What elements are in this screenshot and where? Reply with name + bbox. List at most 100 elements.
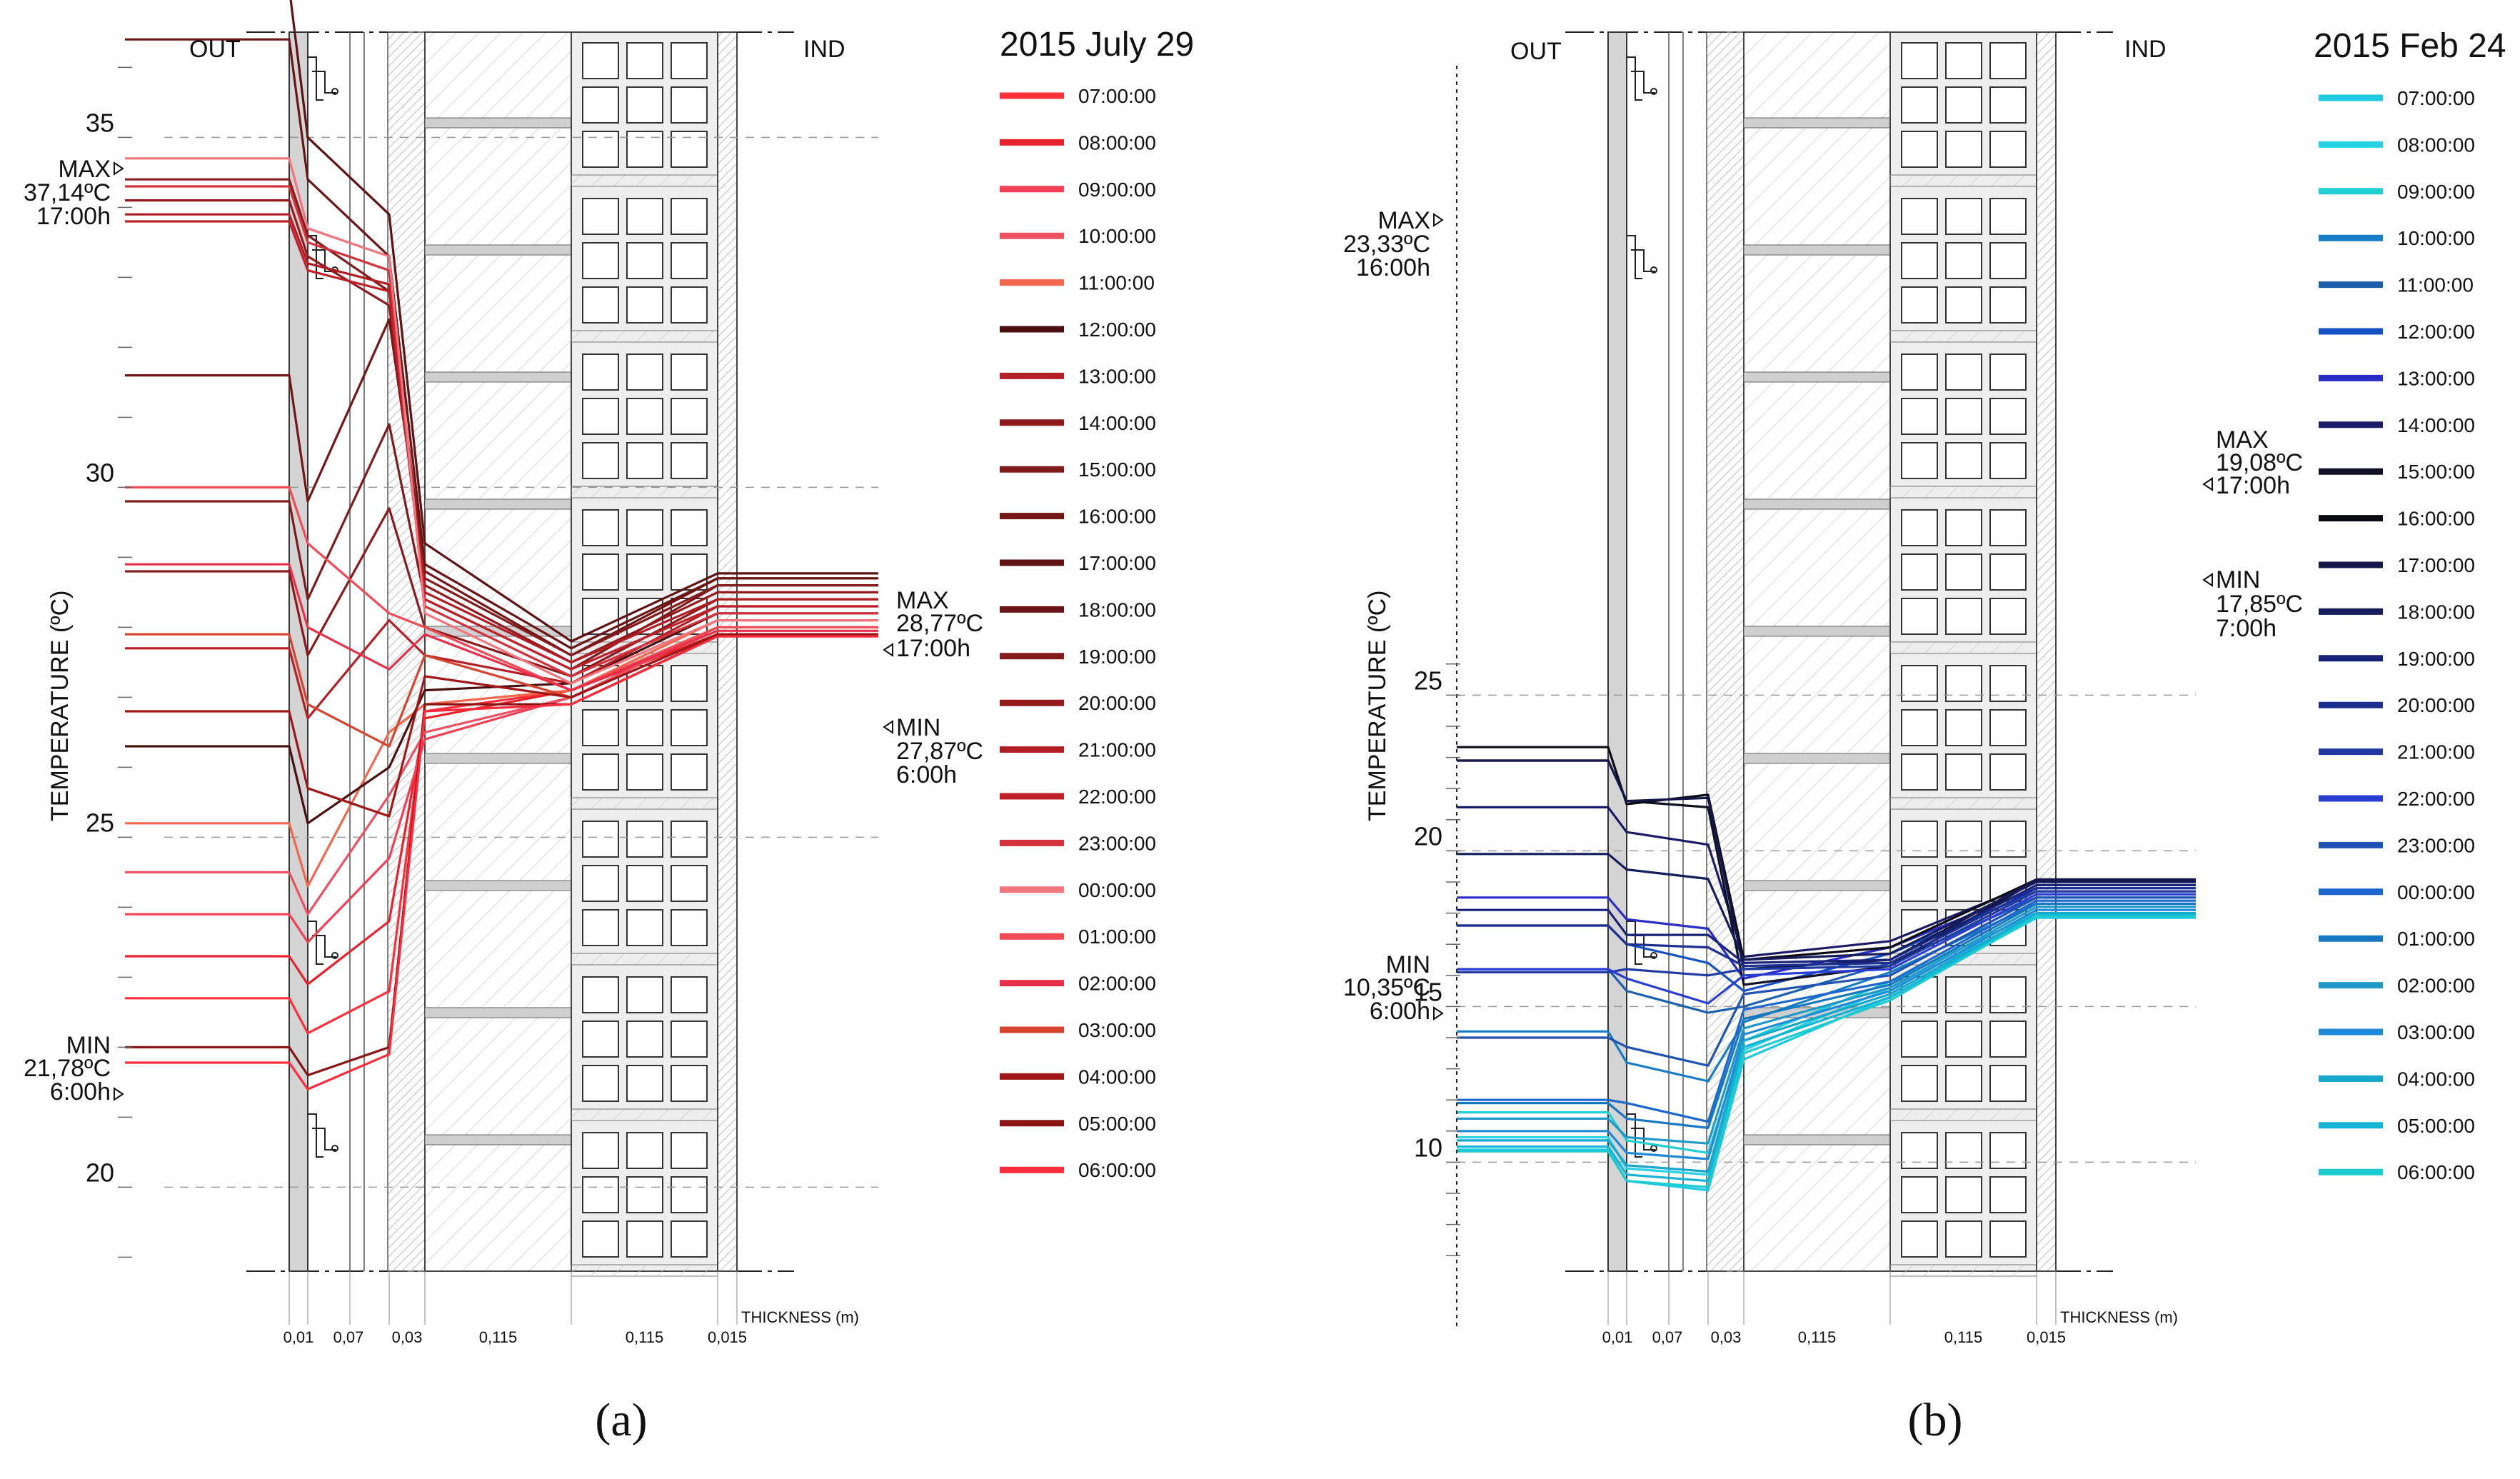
brick-cell: [582, 865, 619, 902]
annotation-label: MIN: [1386, 951, 1430, 978]
brick-cell: [671, 865, 708, 902]
brick-cell: [1945, 198, 1982, 235]
legend-item: 20:00:00: [2319, 694, 2475, 716]
anchor-bracket-icon: [1627, 235, 1657, 279]
legend-label: 16:00:00: [1078, 506, 1156, 528]
y-tick-label: 20: [86, 1158, 114, 1187]
brick-cell: [1945, 242, 1982, 279]
mortar-joint: [571, 486, 718, 498]
brick-cell: [626, 1132, 663, 1169]
legend-label: 20:00:00: [1078, 692, 1156, 714]
mortar-joint: [424, 1007, 572, 1018]
brick-cell: [626, 1021, 663, 1058]
marker-arrow-icon: [114, 161, 124, 176]
brick-cell: [1945, 1220, 1982, 1258]
brick-cell: [1901, 242, 1938, 279]
brick-cell: [1901, 198, 1938, 235]
legend-label: 08:00:00: [2397, 134, 2475, 156]
series-line-13:00:00: [125, 605, 878, 720]
mortar-joint: [1889, 641, 2037, 654]
mortar-joint: [571, 330, 718, 343]
series-line-03:00:00: [1457, 908, 2196, 1160]
y-axis-label: TEMPERATURE (ºC): [46, 591, 74, 821]
mortar-joint: [1889, 797, 2037, 810]
brick-cell: [582, 753, 619, 791]
marker-arrow-icon: [2202, 573, 2213, 587]
brick-cell: [1945, 665, 1982, 702]
brick-cell: [1901, 1176, 1938, 1213]
legend-item: 01:00:00: [1000, 926, 1156, 948]
brick-cell: [1901, 1065, 1938, 1102]
marker-arrow-icon: [883, 720, 893, 734]
y-tick-label: 10: [1414, 1133, 1442, 1162]
brick-cell: [1989, 665, 2027, 702]
mortar-joint: [1743, 371, 1891, 383]
brick-cell: [626, 286, 663, 324]
legend-label: 23:00:00: [2397, 834, 2475, 856]
legend-item: 16:00:00: [1000, 506, 1156, 528]
brick-cell: [1989, 442, 2027, 479]
anchor-bracket-icon: [1627, 921, 1657, 965]
mortar-joint: [424, 753, 572, 764]
brick-cell: [1945, 1065, 1982, 1102]
brick-cell: [582, 242, 619, 279]
legend-item: 05:00:00: [2319, 1115, 2475, 1137]
brick-cell: [1901, 509, 1938, 546]
brick-cell: [1989, 198, 2027, 235]
legend-item: 09:00:00: [1000, 179, 1156, 201]
legend-label: 08:00:00: [1078, 131, 1156, 154]
brick-cell: [671, 821, 708, 858]
legend-label: 01:00:00: [1078, 926, 1156, 948]
mortar-joint: [1743, 117, 1891, 129]
legend-item: 22:00:00: [2319, 788, 2475, 810]
thickness-label: 0,115: [1944, 1328, 1982, 1346]
brick-cell: [582, 398, 619, 435]
annotation-value: 10,35ºC: [1343, 974, 1430, 1001]
brick-cell: [1901, 865, 1938, 902]
legend-label: 21:00:00: [1078, 739, 1156, 761]
thickness-label: 0,07: [333, 1328, 364, 1346]
annotation-time: 6:00h: [1370, 998, 1430, 1025]
brick-cell: [1945, 354, 1982, 391]
y-axis-label: TEMPERATURE (ºC): [1364, 591, 1391, 821]
legend-label: 12:00:00: [1078, 319, 1156, 341]
brick-cell: [1989, 42, 2027, 79]
legend-item: 02:00:00: [2319, 975, 2475, 997]
brick-cell: [1901, 1021, 1938, 1058]
brick-cell: [1945, 509, 1982, 546]
brick-cell: [1989, 753, 2027, 791]
brick-cell: [1989, 821, 2027, 858]
annotation-outdoor-max: MAX 37,14ºC 17:00h: [24, 156, 124, 230]
thickness-label: 0,015: [708, 1328, 747, 1346]
brick-cell: [1945, 86, 1982, 124]
annotation-outdoor-min: MIN 10,35ºC 6:00h: [1343, 951, 1444, 1025]
legend: 07:00:00 08:00:00 09:00:00 10:00:00 11:00:00…: [1000, 85, 1156, 1181]
legend-label: 15:00:00: [2397, 461, 2475, 483]
brick-cell: [1901, 42, 1938, 79]
brick-cell: [626, 821, 663, 858]
legend-label: 06:00:00: [2397, 1161, 2475, 1183]
annotation-value: 28,77ºC: [896, 610, 983, 637]
brick-cell: [671, 42, 708, 79]
legend-item: 12:00:00: [1000, 319, 1156, 341]
series-line-18:00:00: [125, 38, 878, 650]
series-line-17:00:00: [289, 0, 878, 643]
brick-cell: [671, 909, 708, 946]
brick-cell: [582, 131, 619, 168]
marker-arrow-icon: [1433, 1006, 1444, 1021]
legend-item: 19:00:00: [1000, 646, 1156, 668]
legend-item: 08:00:00: [1000, 131, 1156, 154]
annotation-time: 6:00h: [50, 1078, 111, 1106]
series-line-15:00:00: [125, 423, 878, 671]
brick-cell: [671, 1065, 708, 1102]
legend-item: 16:00:00: [2319, 508, 2475, 530]
annotation-label: MAX: [2216, 426, 2269, 453]
annotation-outdoor-min: MIN 21,78ºC 6:00h: [24, 1032, 124, 1106]
legend-label: 23:00:00: [1078, 832, 1156, 854]
series-line-00:00:00: [1457, 899, 2196, 1123]
temperature-profile-lines: [1457, 746, 2196, 1192]
legend-label: 01:00:00: [2397, 928, 2475, 950]
brick-cell: [1989, 1176, 2027, 1213]
brick-cell: [626, 976, 663, 1013]
panel-label: (a): [595, 1394, 647, 1446]
